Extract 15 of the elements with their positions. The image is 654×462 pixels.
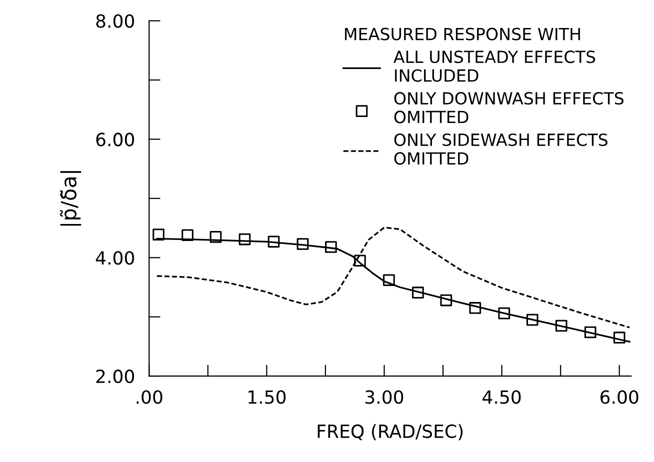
- x-tick-label: 3.00: [366, 390, 404, 404]
- x-tick-label: 6.00: [600, 390, 638, 404]
- legend-label: ONLY DOWNWASH EFFECTS OMITTED: [394, 92, 624, 124]
- y-tick-label: 2.00: [96, 370, 134, 384]
- x-tick-label: 4.50: [482, 390, 521, 404]
- y-axis-title: |p̃/δ̃a|: [60, 171, 82, 226]
- legend-label: ALL UNSTEADY EFFECTS INCLUDED: [394, 50, 596, 82]
- x-tick-label: 1.50: [248, 390, 286, 404]
- y-tick-label: 4.00: [96, 251, 134, 265]
- y-tick-label: 6.00: [96, 132, 134, 146]
- legend-title: MEASURED RESPONSE WITH: [345, 28, 580, 40]
- x-tick-label: .00: [136, 390, 162, 404]
- y-tick-label: 8.00: [96, 14, 134, 28]
- x-axis-title: FREQ (RAD/SEC): [318, 424, 463, 440]
- legend-label: ONLY SIDEWASH EFFECTS OMITTED: [394, 133, 608, 165]
